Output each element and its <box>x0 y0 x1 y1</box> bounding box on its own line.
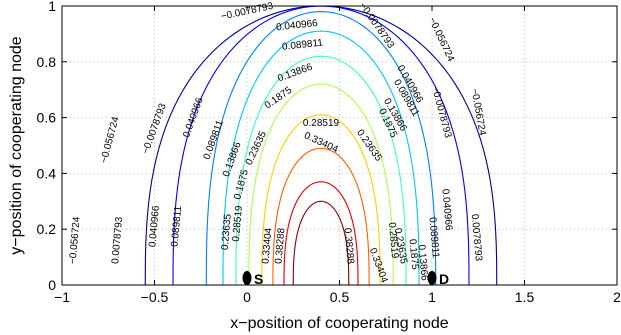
contour-level-label: 0.28519 <box>386 222 400 259</box>
node-marker <box>242 271 252 285</box>
contour-level-label: 0.0078793 <box>110 216 125 264</box>
contour-level-label: 0.040966 <box>147 205 162 248</box>
x-tick-label: 1.5 <box>515 289 535 305</box>
node-label: S <box>254 271 263 287</box>
contour-line <box>222 30 420 286</box>
x-tick-label: −1 <box>54 289 70 305</box>
node-marker <box>427 271 437 285</box>
contour-level-label: 0.33404 <box>260 227 274 264</box>
x-tick-label: 1 <box>428 289 436 305</box>
contour-level-label: 0.0078793 <box>469 214 484 262</box>
contour-level-label: 0.040966 <box>439 188 454 231</box>
contour-level-label: −0.056724 <box>68 216 83 265</box>
y-tick-label: 0.4 <box>37 165 57 181</box>
contour-level-label: 0.23635 <box>220 213 234 250</box>
axis-ticks: −1 −0.5 0 0.5 1 1.5 2 0 0.2 0.4 0.6 0.8 1 <box>37 0 621 305</box>
x-tick-label: 0 <box>243 289 251 305</box>
y-tick-label: 0.8 <box>37 54 57 70</box>
contour-level-label: 0.040966 <box>276 18 319 33</box>
y-tick-label: 0 <box>48 277 56 293</box>
y-axis-label: y−position of cooperating node <box>8 36 25 254</box>
x-tick-label: −0.5 <box>141 289 169 305</box>
x-tick-label: 2 <box>613 289 621 305</box>
contour-level-label: 0.1875 <box>407 239 421 271</box>
contour-level-label: 0.089811 <box>426 217 441 259</box>
contour-line <box>283 181 359 286</box>
contour-line <box>292 200 350 286</box>
node-label: D <box>439 271 449 287</box>
contour-level-label: 0.28519 <box>303 118 340 129</box>
contour-line <box>272 147 370 286</box>
x-axis-label: x−position of cooperating node <box>230 315 448 332</box>
contour-level-label: 0.38288 <box>273 227 287 264</box>
grid-lines <box>62 6 617 285</box>
y-tick-label: 0.2 <box>37 221 57 237</box>
contour-level-label: 0.089811 <box>170 205 185 247</box>
y-tick-label: 1 <box>48 0 56 14</box>
contour-line <box>248 83 394 286</box>
x-tick-label: 0.5 <box>330 289 350 305</box>
contour-line <box>235 55 407 286</box>
contour-line <box>261 114 381 286</box>
contour-level-label: 0.13866 <box>416 244 430 281</box>
contour-level-label: 0.38288 <box>342 227 356 264</box>
contour-level-label: 0.28519 <box>231 205 245 242</box>
contour-line <box>205 11 437 286</box>
contour-level-label: 0.089811 <box>282 38 324 53</box>
contour-lines <box>144 5 498 286</box>
y-tick-label: 0.6 <box>37 110 57 126</box>
